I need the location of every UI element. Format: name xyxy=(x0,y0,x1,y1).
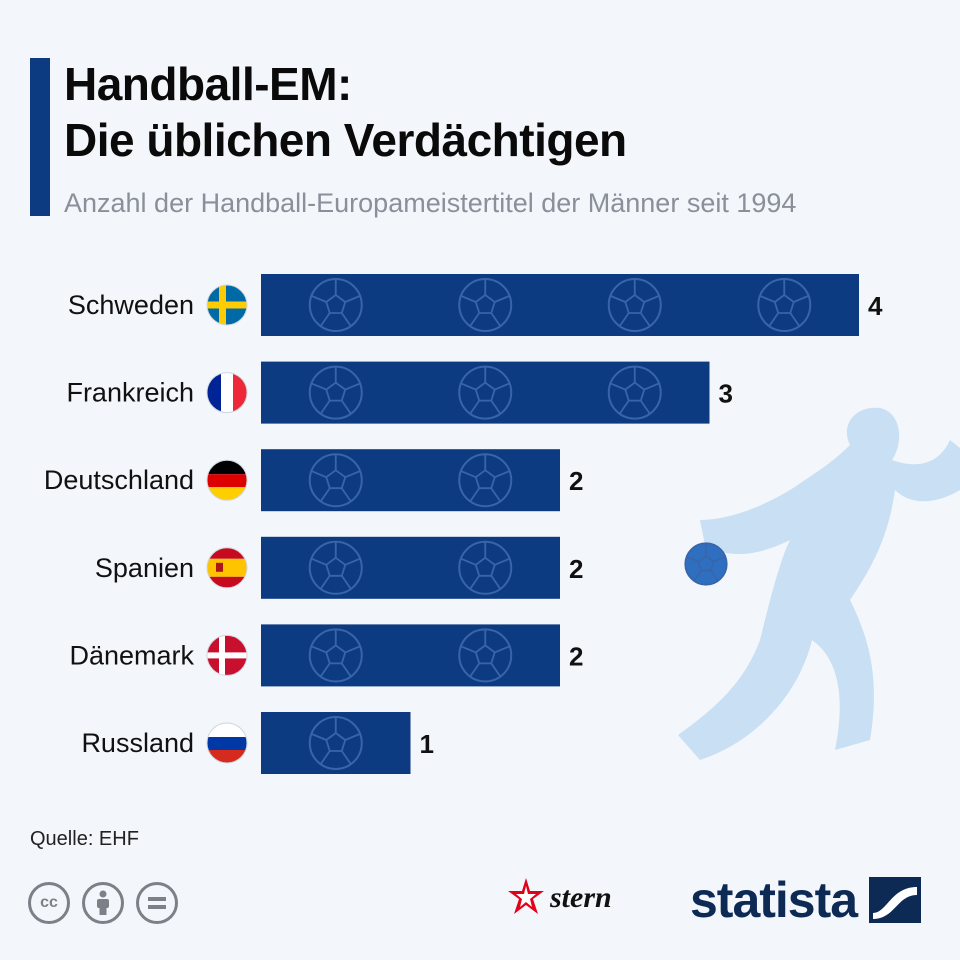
value-label: 1 xyxy=(420,729,434,759)
bar-deutschland xyxy=(261,449,560,512)
value-label: 2 xyxy=(569,641,583,671)
title-accent-bar xyxy=(30,58,50,216)
title-line-1: Handball-EM: xyxy=(64,58,352,110)
no-derivatives-icon[interactable] xyxy=(136,882,178,924)
value-label: 3 xyxy=(719,379,733,409)
attribution-icon[interactable] xyxy=(82,882,124,924)
subtitle: Anzahl der Handball-Europameistertitel d… xyxy=(64,188,797,218)
statista-wordmark: statista xyxy=(690,872,858,928)
value-label: 2 xyxy=(569,554,583,584)
value-label: 4 xyxy=(868,291,883,321)
stern-wordmark: stern xyxy=(550,881,612,914)
category-label: Spanien xyxy=(95,553,194,583)
category-label: Schweden xyxy=(68,290,194,320)
statista-logo[interactable]: statista xyxy=(690,870,922,930)
france-flag-icon xyxy=(206,372,248,414)
statista-mark-icon xyxy=(869,877,922,923)
category-label: Deutschland xyxy=(44,465,194,495)
value-label: 2 xyxy=(569,466,583,496)
category-label: Russland xyxy=(81,728,194,758)
bar-dänemark xyxy=(261,624,560,687)
title-line-2: Die üblichen Verdächtigen xyxy=(64,114,627,166)
denmark-flag-icon xyxy=(206,634,248,676)
germany-flag-icon xyxy=(206,459,248,501)
handball-player-silhouette xyxy=(678,407,960,760)
spain-flag-icon xyxy=(206,547,248,589)
sweden-flag-icon xyxy=(206,284,248,326)
bar-schweden xyxy=(261,274,859,336)
bar-spanien xyxy=(261,536,560,599)
source-note: Quelle: EHF xyxy=(30,828,139,850)
page-title: Handball-EM: Die üblichen Verdächtigen xyxy=(64,56,627,168)
russia-flag-icon xyxy=(206,722,248,764)
cc-icon[interactable]: cc xyxy=(28,882,70,924)
stern-star-icon xyxy=(508,878,544,914)
license-icons: cc xyxy=(28,882,178,924)
category-label: Dänemark xyxy=(69,640,194,670)
category-label: Frankreich xyxy=(66,378,194,408)
stern-logo[interactable]: stern xyxy=(508,878,612,918)
